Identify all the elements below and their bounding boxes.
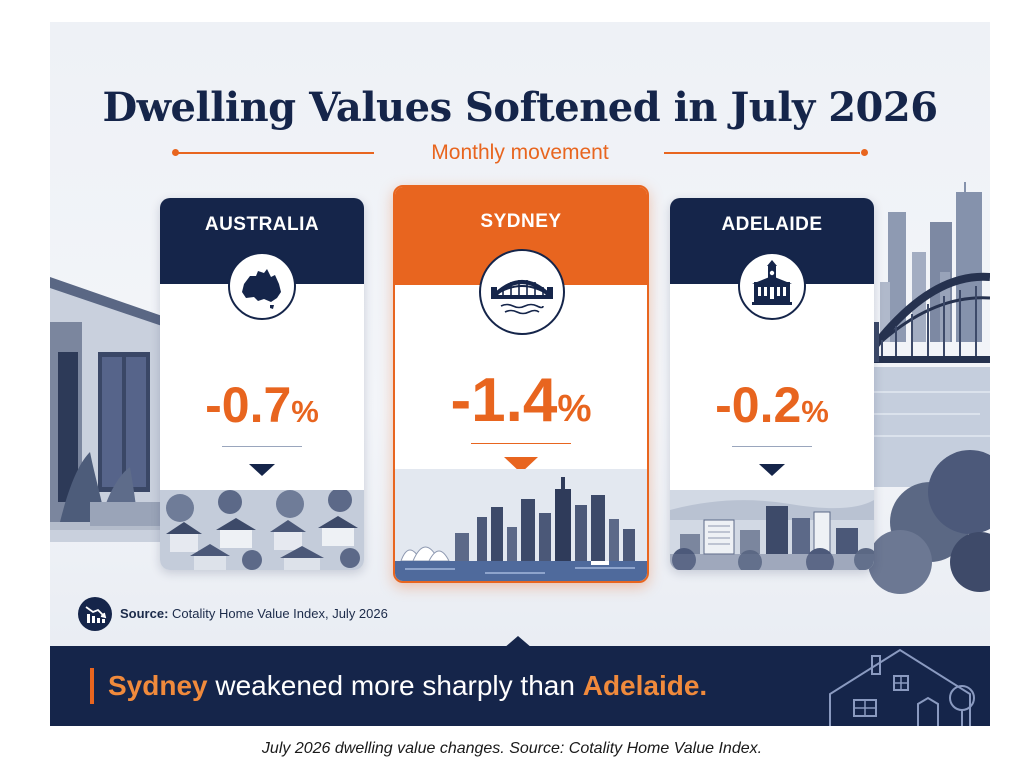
australia-map-icon [228, 252, 296, 320]
card-australia: AUSTRALIA -0.7% [160, 198, 364, 570]
banner-sydney: Sydney [108, 670, 208, 701]
source-text: Source: Cotality Home Value Index, July … [120, 606, 388, 621]
infographic-poster: Dwelling Values Softened in July 2026 Mo… [50, 22, 990, 726]
banner-headline: Sydney weakened more sharply than Adelai… [108, 666, 707, 706]
subtitle: Monthly movement [431, 141, 609, 164]
value-rule [471, 443, 571, 444]
change-value: -0.2% [715, 377, 829, 433]
change-value: -0.7% [205, 377, 319, 433]
banner-adelaide: Adelaide. [582, 670, 708, 701]
region-name: ADELAIDE [721, 214, 823, 235]
banner-notch [504, 636, 532, 648]
change-value: -1.4% [450, 366, 592, 435]
house-outline-icon [829, 648, 975, 726]
source-label: Source: [120, 606, 169, 621]
sydney-skyline-illustration [395, 469, 647, 581]
bottom-banner: Sydney weakened more sharply than Adelai… [50, 636, 990, 726]
card-adelaide: ADELAIDE -0.2% [670, 198, 874, 570]
town-hall-icon [738, 252, 806, 320]
figure-caption: July 2026 dwelling value changes. Source… [261, 740, 763, 757]
card-sydney: SYDNEY -1.4% [393, 185, 649, 583]
subtitle-rule-right [664, 152, 860, 154]
subtitle-row: Monthly movement [172, 140, 868, 166]
harbour-bridge-icon [479, 249, 565, 335]
region-name: SYDNEY [480, 211, 562, 232]
banner-accent-bar [90, 668, 94, 704]
down-arrow-icon [249, 464, 275, 476]
value-rule [222, 446, 302, 447]
chart-down-icon [78, 597, 112, 631]
source-detail: Cotality Home Value Index, July 2026 [172, 606, 388, 621]
region-name: AUSTRALIA [204, 214, 320, 235]
subtitle-dot-left [172, 149, 179, 156]
suburban-houses-illustration [160, 490, 364, 570]
left-house-illustration [50, 277, 170, 542]
down-arrow-icon [759, 464, 785, 476]
adelaide-city-illustration [670, 490, 874, 570]
page-title: Dwelling Values Softened in July 2026 [102, 84, 938, 131]
background-illustration [50, 182, 990, 594]
value-rule [732, 446, 812, 447]
subtitle-rule-left [178, 152, 374, 154]
subtitle-dot-right [861, 149, 868, 156]
banner-middle: weakened more sharply than [207, 670, 583, 701]
